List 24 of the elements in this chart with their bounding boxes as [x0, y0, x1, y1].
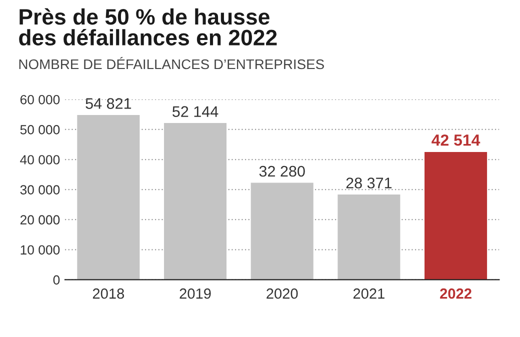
y-tick-label: 10 000	[20, 245, 60, 255]
data-label: 52 144	[172, 106, 218, 117]
y-tick-label: 40 000	[20, 155, 60, 164]
y-tick-label: 50 000	[20, 125, 60, 134]
data-label: 28 371	[346, 178, 392, 188]
y-tick-label: 30 000	[20, 185, 60, 194]
bar	[77, 114, 140, 280]
chart-subtitle: NOMBRE DE DÉFAILLANCES D’ENTREPRISES	[19, 56, 324, 70]
x-tick-label: 2020	[266, 288, 298, 299]
data-label: 54 821	[86, 98, 132, 109]
bar	[338, 194, 400, 280]
y-tick-label: 60 000	[20, 94, 60, 104]
chart-title: Près de 50 % de hausse des défaillances en 2022	[19, 8, 277, 46]
x-tick-label: 2022	[440, 288, 472, 299]
y-tick-label: 0	[53, 275, 60, 285]
x-tick-label: 2021	[353, 288, 384, 299]
x-tick-label: 2018	[92, 288, 124, 299]
y-tick-label: 20 000	[20, 215, 60, 225]
bar	[250, 182, 314, 280]
bar	[164, 123, 227, 280]
data-label: 42 514	[432, 134, 480, 146]
data-label: 32 280	[259, 166, 305, 177]
bar	[424, 152, 488, 280]
x-tick-label: 2019	[180, 288, 211, 299]
